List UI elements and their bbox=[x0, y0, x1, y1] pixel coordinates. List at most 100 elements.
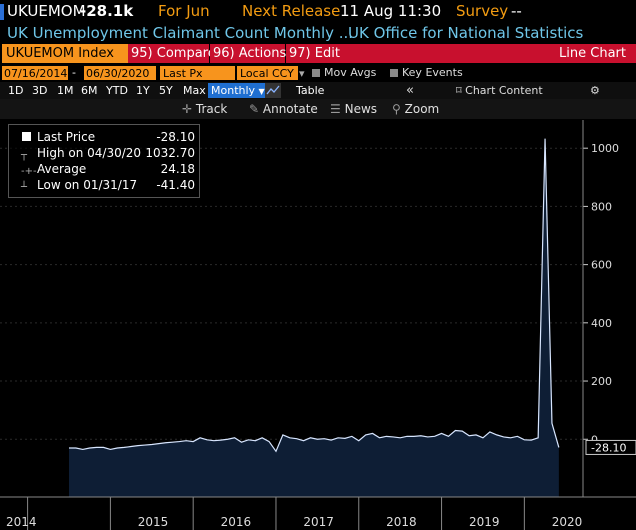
chart-content-label: Chart Content bbox=[465, 84, 543, 97]
last-value: -28.1k bbox=[80, 2, 134, 20]
legend-value: -28.10 bbox=[156, 130, 195, 144]
y-tick-label: 200 bbox=[591, 375, 612, 388]
mov-avgs-label: Mov Avgs bbox=[324, 66, 377, 79]
x-tick-label: 2015 bbox=[138, 515, 169, 529]
period-max[interactable]: Max bbox=[183, 84, 206, 97]
period-bar: 1D 3D 1M 6M YTD 1Y 5Y Max Monthly ▼ Tabl… bbox=[0, 82, 636, 99]
main-toolbar: UKUEMOM Index 95) Compare ▼ 96) Actions … bbox=[0, 44, 636, 64]
news-icon: ☰ bbox=[330, 102, 341, 116]
y-tick-label: 0 bbox=[591, 433, 598, 446]
security-header: UKUEMOM -28.1k For Jun Next Release 11 A… bbox=[0, 0, 636, 22]
chevron-down-icon: ▼ bbox=[258, 87, 265, 96]
last-value-tag-label: -28.10 bbox=[591, 441, 626, 454]
y-tick-label: 800 bbox=[591, 200, 612, 213]
currency-select[interactable]: Local CCY bbox=[237, 66, 298, 80]
news-label: News bbox=[344, 102, 378, 116]
legend-last-price: Last Price -28.10 bbox=[9, 129, 199, 145]
legend-value: 1032.70 bbox=[145, 146, 195, 160]
y-tick-label: 600 bbox=[591, 259, 612, 272]
series-line bbox=[68, 138, 560, 453]
period-ytd[interactable]: YTD bbox=[106, 84, 128, 97]
key-events-label: Key Events bbox=[402, 66, 463, 79]
start-date-input[interactable]: 07/16/2014 bbox=[2, 66, 68, 80]
x-tick-label: 2017 bbox=[303, 515, 334, 529]
zoom-button[interactable]: ⚲ Zoom bbox=[392, 99, 439, 119]
compare-button[interactable]: 95) Compare ▼ bbox=[128, 44, 226, 63]
x-tick-label: 2014 bbox=[6, 515, 37, 529]
low-marker-icon: ┴ bbox=[21, 182, 28, 193]
actions-label: 96) Actions bbox=[213, 46, 287, 61]
next-release-value: 11 Aug 11:30 bbox=[340, 2, 442, 20]
series-swatch-icon bbox=[22, 132, 31, 141]
frequency-select[interactable]: Monthly ▼ bbox=[208, 83, 268, 98]
table-button[interactable]: Table bbox=[296, 84, 325, 97]
survey-label: Survey bbox=[456, 2, 509, 20]
legend-high: ┬ High on 04/30/20 1032.70 bbox=[9, 145, 199, 161]
series-area bbox=[68, 138, 559, 498]
field-select[interactable]: Last Px bbox=[160, 66, 235, 80]
x-tick-label: 2019 bbox=[469, 515, 500, 529]
line-chart[interactable]: 0 200 400 600 800 1000 -28.10 2014 2015 2016 2017… bbox=[0, 120, 636, 530]
track-label: Track bbox=[195, 102, 228, 116]
annotate-button[interactable]: ✎ Annotate bbox=[249, 99, 318, 119]
chart-tools: ✛ Track ✎ Annotate ☰ News ⚲ Zoom bbox=[0, 99, 636, 119]
annotate-label: Annotate bbox=[262, 102, 318, 116]
y-tick-label: 1000 bbox=[591, 142, 619, 155]
period-label: For Jun bbox=[158, 2, 210, 20]
chart-controls: 07/16/2014 - 06/30/2020 Last Px Local CC… bbox=[0, 65, 636, 81]
chart-content-button[interactable]: ⌑ Chart Content bbox=[456, 82, 543, 99]
legend-average: -+- Average 24.18 bbox=[9, 161, 199, 177]
chart-type-button[interactable] bbox=[265, 83, 281, 98]
track-button[interactable]: ✛ Track bbox=[182, 99, 227, 119]
period-1d[interactable]: 1D bbox=[8, 84, 24, 97]
period-5y[interactable]: 5Y bbox=[159, 84, 173, 97]
legend-label: Last Price bbox=[37, 130, 96, 144]
legend-value: 24.18 bbox=[160, 162, 195, 176]
security-description: UK Unemployment Claimant Count Monthly .… bbox=[0, 22, 636, 44]
currency-dropdown-icon[interactable]: ▾ bbox=[299, 67, 305, 80]
magnifier-icon: ⚲ bbox=[392, 102, 401, 116]
crosshair-icon: ✛ bbox=[182, 102, 193, 116]
x-axis: 2014 2015 2016 2017 2018 2019 2020 bbox=[0, 496, 636, 530]
checkbox-icon bbox=[390, 69, 398, 77]
pencil-icon: ✎ bbox=[249, 102, 260, 116]
period-6m[interactable]: 6M bbox=[81, 84, 98, 97]
legend-label: Average bbox=[37, 162, 87, 176]
y-axis: 0 200 400 600 800 1000 -28.10 bbox=[582, 120, 636, 510]
security-source: UK Office for National Statistics bbox=[348, 24, 584, 42]
x-tick-label: 2020 bbox=[552, 515, 583, 529]
next-release-label: Next Release bbox=[242, 2, 341, 20]
date-separator: - bbox=[72, 66, 76, 79]
security-name: UK Unemployment Claimant Count Monthly .… bbox=[7, 24, 354, 42]
frequency-label: Monthly bbox=[211, 84, 256, 97]
period-1y[interactable]: 1Y bbox=[136, 84, 150, 97]
news-button[interactable]: ☰ News bbox=[330, 99, 377, 119]
chart-content-icon: ⌑ bbox=[456, 84, 462, 97]
period-1m[interactable]: 1M bbox=[57, 84, 74, 97]
actions-button[interactable]: 96) Actions ▼ bbox=[210, 44, 297, 63]
legend-low: ┴ Low on 01/31/17 -41.40 bbox=[9, 177, 199, 193]
compare-label: 95) Compare bbox=[131, 46, 216, 61]
x-axis-band bbox=[0, 497, 636, 530]
edit-label: 97) Edit bbox=[289, 46, 340, 61]
end-date-input[interactable]: 06/30/2020 bbox=[84, 66, 156, 80]
mov-avgs-checkbox[interactable]: Mov Avgs bbox=[312, 65, 376, 80]
settings-gear-icon[interactable]: ⚙ bbox=[590, 84, 600, 97]
legend-value: -41.40 bbox=[156, 178, 195, 192]
survey-value: -- bbox=[511, 2, 522, 20]
ticker[interactable]: UKUEMOM bbox=[7, 2, 86, 20]
period-3d[interactable]: 3D bbox=[32, 84, 48, 97]
toolbar-spacer bbox=[341, 44, 636, 63]
key-events-checkbox[interactable]: Key Events bbox=[390, 65, 463, 80]
average-marker-icon: -+- bbox=[21, 166, 37, 177]
view-title: Line Chart bbox=[559, 46, 626, 61]
collapse-icon[interactable]: « bbox=[406, 83, 414, 98]
security-input[interactable]: UKUEMOM Index bbox=[2, 44, 129, 63]
edit-button[interactable]: 97) Edit ▼ bbox=[286, 44, 350, 63]
legend-label: High on 04/30/20 bbox=[37, 146, 142, 160]
checkbox-icon bbox=[312, 69, 320, 77]
x-tick-label: 2016 bbox=[221, 515, 252, 529]
chart-legend[interactable]: Last Price -28.10 ┬ High on 04/30/20 103… bbox=[8, 124, 200, 198]
zoom-label: Zoom bbox=[404, 102, 440, 116]
security-marker bbox=[0, 4, 4, 20]
